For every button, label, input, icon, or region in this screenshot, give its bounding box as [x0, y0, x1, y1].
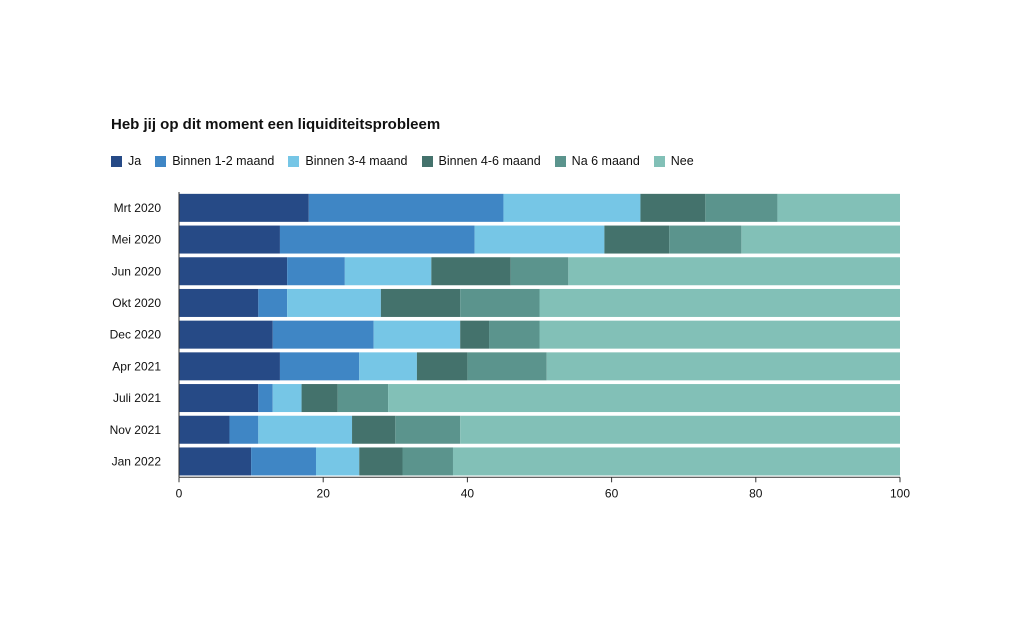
- legend-swatch: [155, 155, 167, 167]
- bar-segment: [301, 384, 338, 413]
- bar-segment: [179, 447, 252, 476]
- bar-segment: [669, 225, 742, 254]
- bar-segment: [344, 257, 432, 286]
- bar-segment: [460, 320, 490, 349]
- bar-segment: [388, 384, 900, 413]
- x-tick-label: 40: [461, 486, 475, 500]
- y-tick-label: Dec 2020: [110, 328, 162, 342]
- bar-segment: [568, 257, 900, 286]
- legend-swatch: [111, 155, 122, 167]
- legend-label: Na 6 maand: [571, 154, 640, 168]
- bar-segment: [179, 257, 288, 286]
- y-tick-label: Mrt 2020: [114, 201, 162, 215]
- bar-segment: [474, 225, 605, 254]
- bar-segment: [510, 257, 569, 286]
- bar-segment: [272, 384, 302, 413]
- bar-segment: [352, 415, 396, 444]
- bar-segment: [359, 352, 417, 381]
- chart-title: Heb jij op dit moment een liquiditeitspr…: [111, 116, 441, 133]
- bar-segment: [179, 352, 280, 381]
- y-tick-label: Nov 2021: [110, 423, 162, 437]
- bar-segment: [539, 320, 900, 349]
- bar-segment: [279, 225, 475, 254]
- bar-segment: [431, 257, 511, 286]
- bar-segment: [503, 193, 641, 222]
- legend-swatch: [653, 155, 665, 167]
- bar-segment: [179, 288, 259, 317]
- legend-item: Binnen 3-4 maand: [288, 154, 408, 168]
- bar-segment: [287, 288, 381, 317]
- legend-item: Binnen 1-2 maand: [155, 154, 274, 168]
- bar-segment: [452, 447, 900, 476]
- legend-item: Ja: [111, 154, 141, 168]
- bar-segment: [373, 320, 461, 349]
- bar-segment: [251, 447, 316, 476]
- bar-segment: [258, 288, 288, 317]
- bar-segment: [546, 352, 900, 381]
- bar-segment: [315, 447, 360, 476]
- y-tick-label: Mei 2020: [112, 233, 162, 247]
- bar-segment: [287, 257, 345, 286]
- bar-segment: [179, 225, 280, 254]
- bar-segment: [179, 384, 259, 413]
- bar-segment: [258, 384, 273, 413]
- bar-segment: [308, 193, 504, 222]
- bar-segment: [705, 193, 778, 222]
- x-tick-label: 100: [890, 486, 910, 500]
- legend-swatch: [421, 155, 433, 167]
- bar-segment: [179, 415, 230, 444]
- bar-segment: [460, 288, 540, 317]
- bar-segment: [395, 415, 461, 444]
- bar-segment: [777, 193, 900, 222]
- legend-label: Ja: [128, 154, 142, 168]
- bar-segment: [604, 225, 670, 254]
- x-tick-label: 20: [317, 486, 331, 500]
- bar-segment: [416, 352, 468, 381]
- bar-segment: [640, 193, 706, 222]
- legend-item: Na 6 maand: [554, 154, 640, 168]
- legend-label: Binnen 3-4 maand: [305, 154, 408, 168]
- y-tick-label: Okt 2020: [112, 296, 161, 310]
- legend-swatch: [288, 155, 300, 167]
- bar-segment: [539, 288, 900, 317]
- x-tick-label: 80: [749, 486, 763, 500]
- bar-segment: [489, 320, 540, 349]
- y-tick-label: Juli 2021: [113, 391, 161, 405]
- x-tick-label: 0: [176, 486, 183, 500]
- legend-item: Nee: [653, 154, 694, 168]
- bar-segment: [179, 193, 309, 222]
- bar-segment: [279, 352, 360, 381]
- legend-label: Binnen 1-2 maand: [172, 154, 275, 168]
- bar-segment: [258, 415, 353, 444]
- bar-segment: [272, 320, 374, 349]
- y-tick-label: Apr 2021: [112, 359, 161, 373]
- bar-segment: [402, 447, 453, 476]
- legend-label: Binnen 4-6 maand: [438, 154, 541, 168]
- bar-segment: [380, 288, 461, 317]
- bar-segment: [741, 225, 900, 254]
- bar-segment: [337, 384, 389, 413]
- legend-swatch: [554, 155, 566, 167]
- legend: Ja Binnen 1-2 maand Binnen 3-4 maand Binnen…: [111, 154, 708, 168]
- x-tick-label: 60: [605, 486, 619, 500]
- bar-segment: [460, 415, 900, 444]
- y-tick-label: Jan 2022: [112, 454, 162, 468]
- y-tick-label: Jun 2020: [112, 264, 162, 278]
- bar-segment: [359, 447, 403, 476]
- legend-label: Nee: [670, 154, 694, 168]
- bar-segment: [179, 320, 273, 349]
- bar-segment: [467, 352, 547, 381]
- bar-segment: [229, 415, 259, 444]
- legend-item: Binnen 4-6 maand: [421, 154, 541, 168]
